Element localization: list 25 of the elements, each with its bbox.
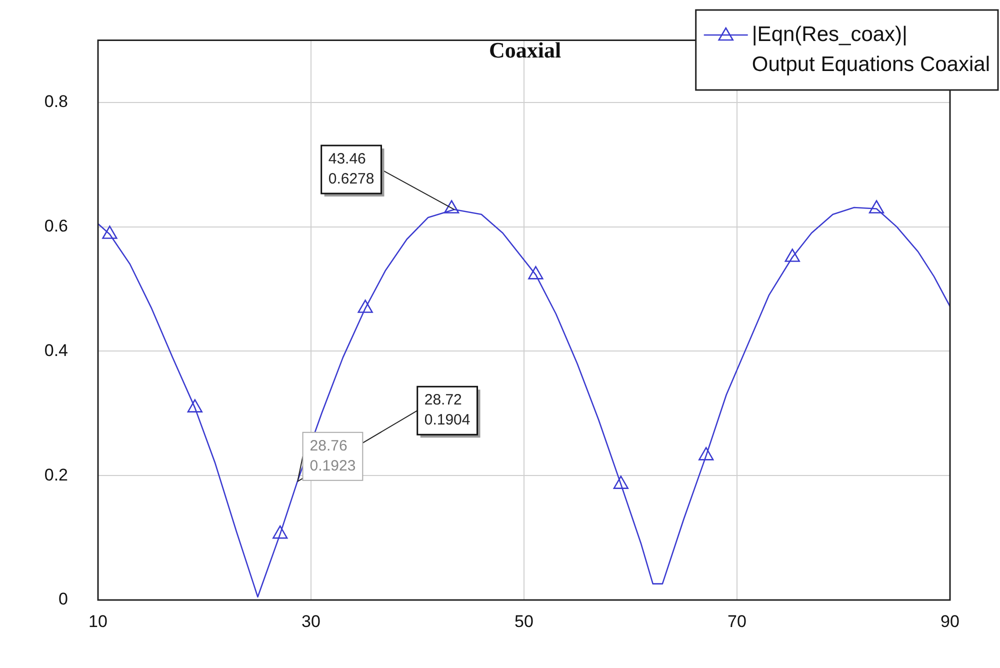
y-tick-label: 0.6 xyxy=(44,216,68,236)
annotation: 43.46 0.6278 xyxy=(328,150,374,188)
point xyxy=(444,200,460,214)
x-tick-label: 70 xyxy=(728,612,746,631)
x-tick-label: 90 xyxy=(940,612,960,631)
x-tick-label: 10 xyxy=(88,612,108,631)
y-tick-label: 0.8 xyxy=(44,92,68,112)
chart-title: Coaxial xyxy=(488,38,562,63)
annotation: 28.76 0.1923 xyxy=(310,438,356,475)
x-tick-label: 50 xyxy=(514,612,534,631)
point xyxy=(358,300,373,313)
point xyxy=(698,447,714,460)
point xyxy=(272,525,288,539)
point xyxy=(868,200,884,214)
y-tick-label: 0 xyxy=(58,590,68,609)
legend-label: |Eqn(Res_coax)| Output Equations Coaxial xyxy=(752,22,990,76)
point xyxy=(784,248,800,262)
y-tick-label: 0.4 xyxy=(44,340,68,360)
point xyxy=(187,399,202,412)
annotation: 28.72 0.1904 xyxy=(424,392,470,429)
y-tick-label: 0.2 xyxy=(44,465,68,484)
point xyxy=(528,266,544,280)
point xyxy=(613,476,628,489)
point xyxy=(102,226,118,239)
x-tick-label: 30 xyxy=(302,612,320,631)
